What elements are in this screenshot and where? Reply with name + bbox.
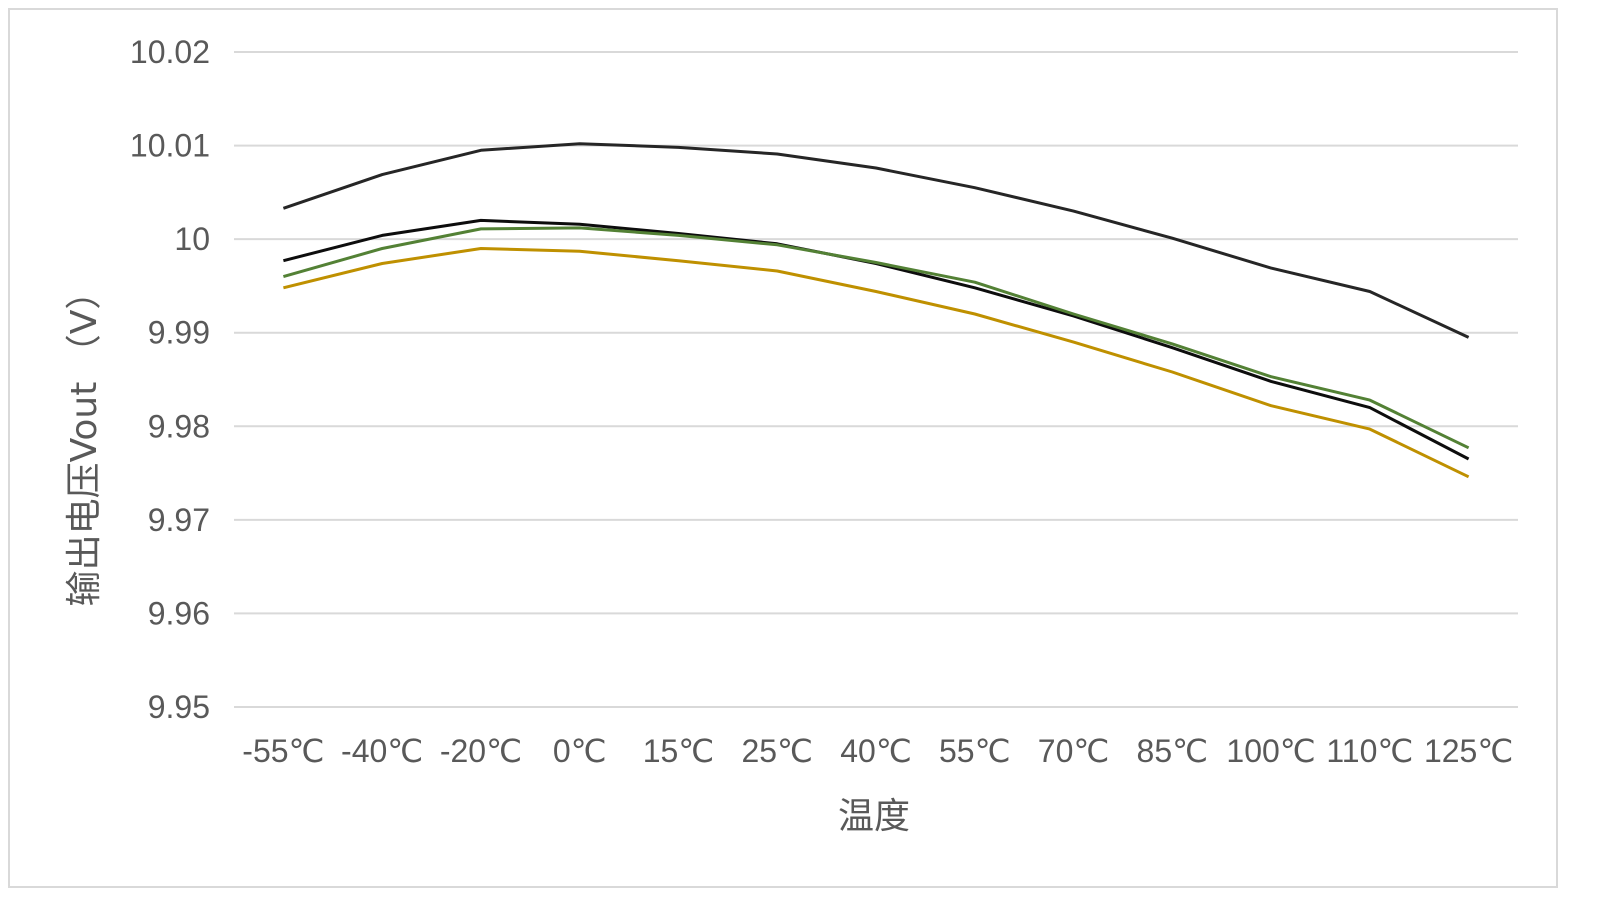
series-line-4 [283, 247, 1470, 479]
y-tick-label: 10 [174, 221, 210, 257]
series-line-3 [282, 226, 1470, 450]
x-tick-label: 100℃ [1226, 733, 1315, 769]
x-tick-label: -40℃ [341, 733, 423, 769]
gridlines [234, 51, 1518, 708]
y-tick-label: 9.98 [148, 408, 210, 444]
y-tick-label: 9.97 [148, 502, 210, 538]
y-tick-label: 9.99 [148, 315, 210, 351]
x-axis-title: 温度 [838, 796, 910, 837]
series-line-1 [282, 142, 1470, 339]
x-tick-label: 85℃ [1137, 733, 1209, 769]
x-axis-tick-labels: -55℃ -40℃ -20℃ 0℃ 15℃ 25℃ 40℃ 55℃ 70℃ 85℃ 100℃ 110℃… [242, 733, 1513, 769]
series-line-2 [283, 218, 1470, 461]
x-tick-label: 40℃ [840, 733, 912, 769]
y-tick-label: 9.96 [148, 595, 210, 631]
x-tick-label: -55℃ [242, 733, 324, 769]
x-tick-label: 55℃ [939, 733, 1011, 769]
x-tick-label: -20℃ [440, 733, 522, 769]
x-tick-label: 0℃ [553, 733, 607, 769]
x-tick-label: 25℃ [741, 733, 813, 769]
y-axis-tick-labels: 10.02 10.01 10 9.99 9.98 9.97 9.96 9.95 [130, 34, 210, 725]
y-tick-label: 10.02 [130, 34, 210, 70]
x-tick-label: 125℃ [1424, 733, 1513, 769]
series-lines [282, 142, 1470, 479]
y-axis-title: 输出电压Vout （V） [64, 274, 105, 607]
y-tick-label: 10.01 [130, 128, 210, 164]
x-tick-label: 15℃ [643, 733, 715, 769]
y-tick-label: 9.95 [148, 689, 210, 725]
x-tick-label: 70℃ [1038, 733, 1110, 769]
x-tick-label: 110℃ [1326, 733, 1413, 769]
